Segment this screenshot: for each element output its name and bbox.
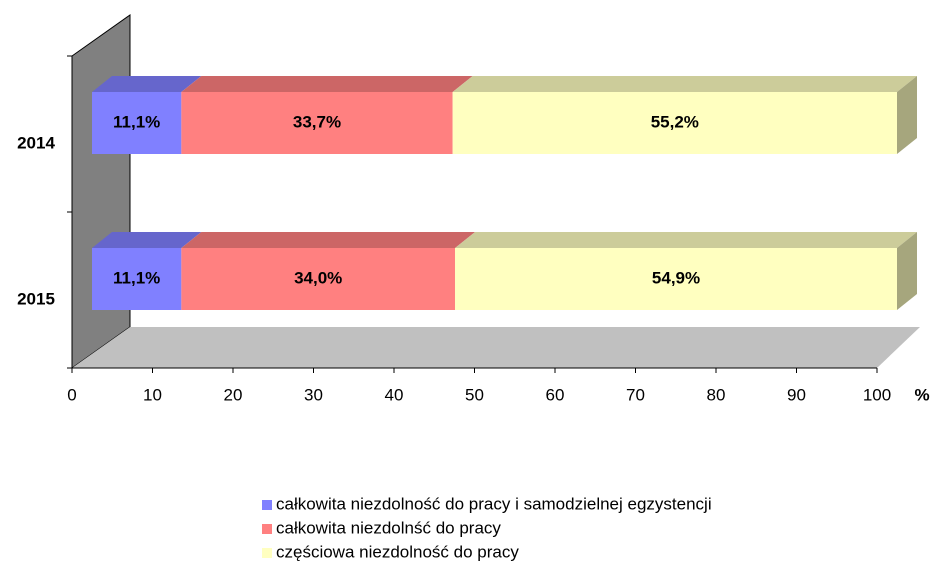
value-label: 34,0% bbox=[294, 268, 342, 287]
y-tick-label: 2014 bbox=[17, 133, 55, 152]
x-tick-label: 80 bbox=[707, 385, 726, 404]
x-tick-label: 60 bbox=[546, 385, 565, 404]
x-tick-label: 100 bbox=[863, 385, 891, 404]
legend-swatch bbox=[262, 500, 272, 510]
legend-label: częściowa niezdolność do pracy bbox=[276, 542, 519, 561]
x-tick-label: 40 bbox=[385, 385, 404, 404]
back-wall bbox=[71, 14, 131, 369]
value-label: 11,1% bbox=[113, 268, 160, 287]
x-tick-label: 20 bbox=[224, 385, 243, 404]
bar-top bbox=[92, 76, 202, 92]
x-tick-label: 0 bbox=[67, 385, 76, 404]
x-tick-label: 10 bbox=[143, 385, 162, 404]
legend-label: całkowita niezdolnść do pracy bbox=[276, 518, 501, 537]
bar-top bbox=[181, 76, 473, 92]
bar-top bbox=[455, 232, 917, 248]
value-label: 55,2% bbox=[651, 112, 699, 131]
x-axis-label: % bbox=[914, 385, 929, 404]
bar bbox=[455, 248, 897, 310]
bar-top bbox=[92, 232, 202, 248]
bar bbox=[181, 92, 453, 154]
y-tick-label: 2015 bbox=[17, 289, 55, 308]
legend-swatch bbox=[262, 548, 272, 558]
value-label: 54,9% bbox=[652, 268, 700, 287]
bar-side bbox=[897, 76, 917, 154]
x-tick-label: 30 bbox=[304, 385, 323, 404]
bar bbox=[92, 92, 182, 154]
value-label: 11,1% bbox=[113, 112, 160, 131]
bar-side bbox=[897, 232, 917, 310]
bar bbox=[92, 248, 182, 310]
x-tick-label: 90 bbox=[787, 385, 806, 404]
bar-top bbox=[181, 232, 476, 248]
bar-top bbox=[452, 76, 917, 92]
x-tick-label: 50 bbox=[465, 385, 484, 404]
value-label: 33,7% bbox=[293, 112, 341, 131]
x-tick-label: 70 bbox=[626, 385, 645, 404]
floor bbox=[72, 327, 920, 368]
bar bbox=[181, 248, 456, 310]
bar bbox=[452, 92, 897, 154]
legend-swatch bbox=[262, 524, 272, 534]
legend-label: całkowita niezdolność do pracy i samodzi… bbox=[276, 494, 712, 513]
